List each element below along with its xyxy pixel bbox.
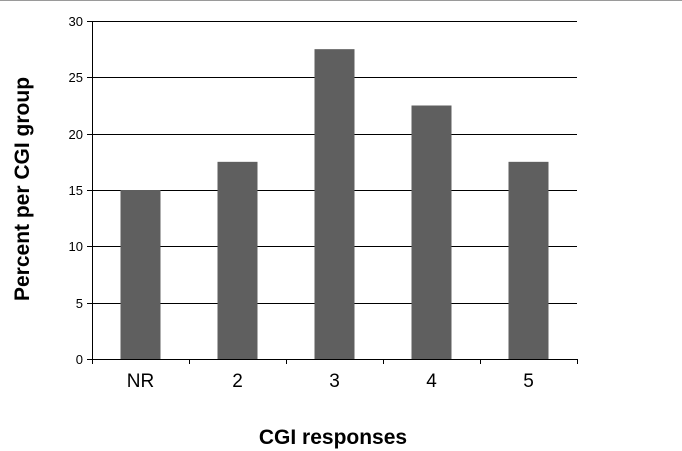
y-axis-title: Percent per CGI group (11, 77, 34, 301)
x-tick-label-4: 4 (426, 371, 437, 392)
y-tick-label: 25 (69, 70, 83, 85)
bar-4 (411, 105, 452, 359)
y-tick-label: 0 (76, 352, 83, 367)
y-tick-label: 15 (69, 183, 83, 198)
bars (120, 49, 549, 360)
bar-NR (120, 190, 161, 359)
top-border-line (0, 0, 682, 1)
x-tick-labels: NR 2 3 4 5 (127, 371, 534, 392)
bar-3 (314, 49, 355, 360)
x-tick-label-2: 2 (232, 371, 243, 392)
y-tick-label: 5 (76, 296, 83, 311)
gridlines (92, 21, 577, 304)
y-tick-label: 10 (69, 239, 83, 254)
x-axis-title: CGI responses (259, 426, 407, 449)
y-tick-labels: 0 5 10 15 20 25 30 (69, 14, 83, 367)
x-tick-label-NR: NR (127, 371, 154, 392)
axes (87, 21, 578, 364)
y-tick-label: 20 (69, 127, 83, 142)
y-tick-label: 30 (69, 14, 83, 29)
bar-2 (217, 161, 258, 359)
x-tick-label-5: 5 (523, 371, 534, 392)
bar-5 (508, 161, 549, 359)
x-tick-label-3: 3 (329, 371, 340, 392)
